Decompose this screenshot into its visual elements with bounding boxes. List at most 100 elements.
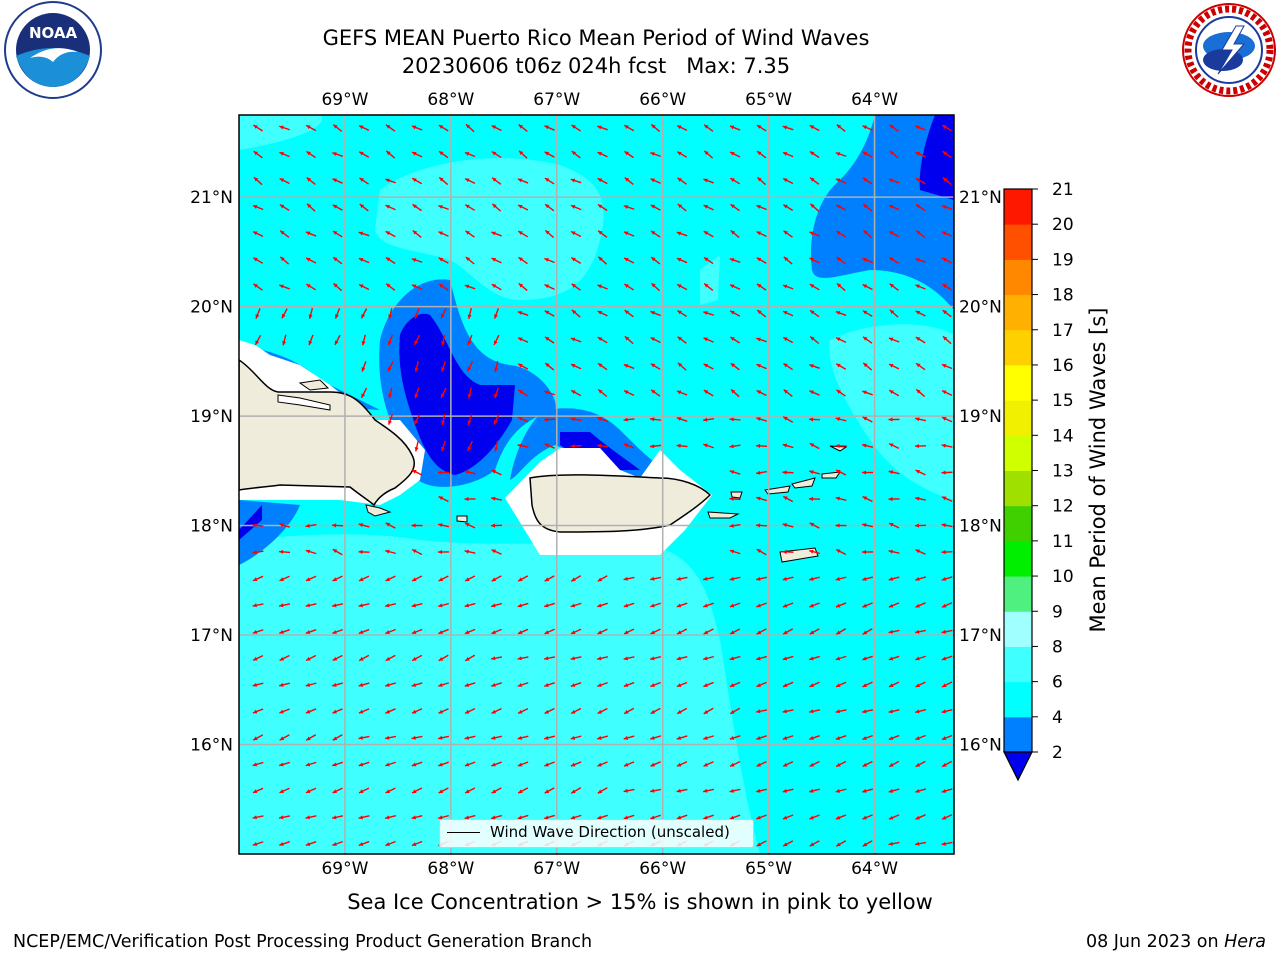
direction-arrow <box>385 283 396 291</box>
direction-arrow <box>464 814 476 820</box>
direction-arrow <box>385 761 396 767</box>
direction-arrow <box>491 682 502 687</box>
direction-arrow <box>623 788 635 793</box>
colorbar-tick-label: 14 <box>1052 426 1074 446</box>
direction-arrow <box>703 681 714 688</box>
direction-arrow <box>623 124 635 132</box>
direction-arrow <box>570 363 582 370</box>
direction-arrow <box>544 125 555 131</box>
period-contour-6-8 <box>239 534 760 854</box>
direction-arrow <box>571 309 581 318</box>
direction-arrow <box>490 523 503 528</box>
colorbar-tick-label: 11 <box>1052 532 1074 552</box>
direction-arrow <box>729 655 741 661</box>
direction-arrow <box>570 787 582 794</box>
direction-arrow <box>676 814 688 820</box>
direction-arrow <box>835 152 847 157</box>
direction-arrow <box>809 655 820 661</box>
direction-arrow <box>862 760 873 768</box>
direction-arrow <box>385 654 396 662</box>
direction-arrow <box>888 230 900 238</box>
direction-arrow <box>835 788 847 793</box>
direction-arrow <box>703 283 714 291</box>
direction-arrow <box>915 681 926 688</box>
direction-arrow <box>252 257 264 264</box>
direction-arrow <box>862 125 873 131</box>
direction-arrow <box>491 283 502 291</box>
direction-arrow <box>518 282 528 292</box>
direction-arrow <box>782 204 794 211</box>
direction-arrow <box>491 177 502 185</box>
direction-arrow <box>835 840 847 847</box>
direction-arrow <box>491 150 502 159</box>
direction-arrow <box>570 628 582 635</box>
direction-arrow <box>438 257 449 264</box>
footer-machine: Hera <box>1224 932 1266 952</box>
direction-arrow <box>305 124 317 132</box>
direction-arrow <box>597 203 608 212</box>
land-island-small <box>298 379 330 391</box>
direction-arrow <box>888 204 900 211</box>
direction-arrow <box>305 841 317 846</box>
footer-credit: NCEP/EMC/Verification Post Processing Pr… <box>13 932 593 952</box>
direction-arrow <box>942 335 952 345</box>
direction-arrow <box>491 814 502 820</box>
direction-arrow <box>571 124 581 132</box>
direction-arrow <box>597 787 608 794</box>
lat-label-right: 20°N <box>959 298 1002 318</box>
direction-arrow <box>835 443 847 449</box>
direction-arrow <box>440 387 447 399</box>
direction-arrow <box>676 390 688 396</box>
direction-arrow <box>915 814 926 820</box>
direction-arrow <box>809 390 820 396</box>
lon-label-bottom: 69°W <box>321 859 368 879</box>
direction-arrow <box>385 124 396 132</box>
direction-arrow <box>835 576 847 581</box>
direction-arrow <box>862 788 873 793</box>
direction-arrow <box>517 682 529 687</box>
direction-arrow <box>359 177 369 185</box>
direction-arrow <box>570 575 582 582</box>
direction-arrow <box>729 681 741 688</box>
map-legend: Wind Wave Direction (unscaled) <box>439 819 754 848</box>
direction-arrow <box>332 682 343 687</box>
direction-arrow <box>361 334 367 346</box>
direction-arrow <box>888 442 900 450</box>
direction-arrow <box>808 417 821 422</box>
colorbar-segment <box>1004 259 1032 296</box>
direction-arrow <box>305 761 317 767</box>
direction-arrow <box>809 760 820 768</box>
direction-arrow <box>384 603 397 608</box>
direction-arrow <box>915 734 926 741</box>
direction-arrow <box>623 576 635 581</box>
direction-arrow <box>597 230 608 238</box>
direction-arrow <box>730 388 740 398</box>
direction-arrow <box>385 204 396 211</box>
direction-arrow <box>411 682 423 687</box>
direction-arrow <box>252 708 264 714</box>
direction-arrow <box>332 654 343 662</box>
direction-arrow <box>544 390 555 396</box>
direction-arrow <box>889 309 899 318</box>
colorbar-tick-label: 19 <box>1052 250 1074 270</box>
direction-arrow <box>676 124 688 132</box>
direction-arrow <box>467 307 472 320</box>
direction-arrow <box>888 734 900 741</box>
direction-arrow <box>755 443 768 448</box>
direction-arrow <box>782 628 794 635</box>
lat-label-left: 21°N <box>190 188 233 208</box>
direction-arrow <box>570 707 582 715</box>
direction-arrow <box>252 734 264 741</box>
direction-arrow <box>281 308 288 319</box>
direction-arrow <box>384 549 397 555</box>
direction-arrow <box>703 363 714 370</box>
direction-arrow <box>782 470 794 475</box>
chart-title-line2: 20230606 t06z 024h fcst Max: 7.35 <box>401 54 791 78</box>
direction-arrow <box>305 654 317 662</box>
direction-arrow <box>862 602 873 608</box>
direction-arrow <box>730 362 740 371</box>
direction-arrow <box>438 470 449 475</box>
colorbar-tick-label: 10 <box>1052 567 1074 587</box>
direction-arrow <box>465 230 475 238</box>
direction-arrow <box>783 362 793 371</box>
